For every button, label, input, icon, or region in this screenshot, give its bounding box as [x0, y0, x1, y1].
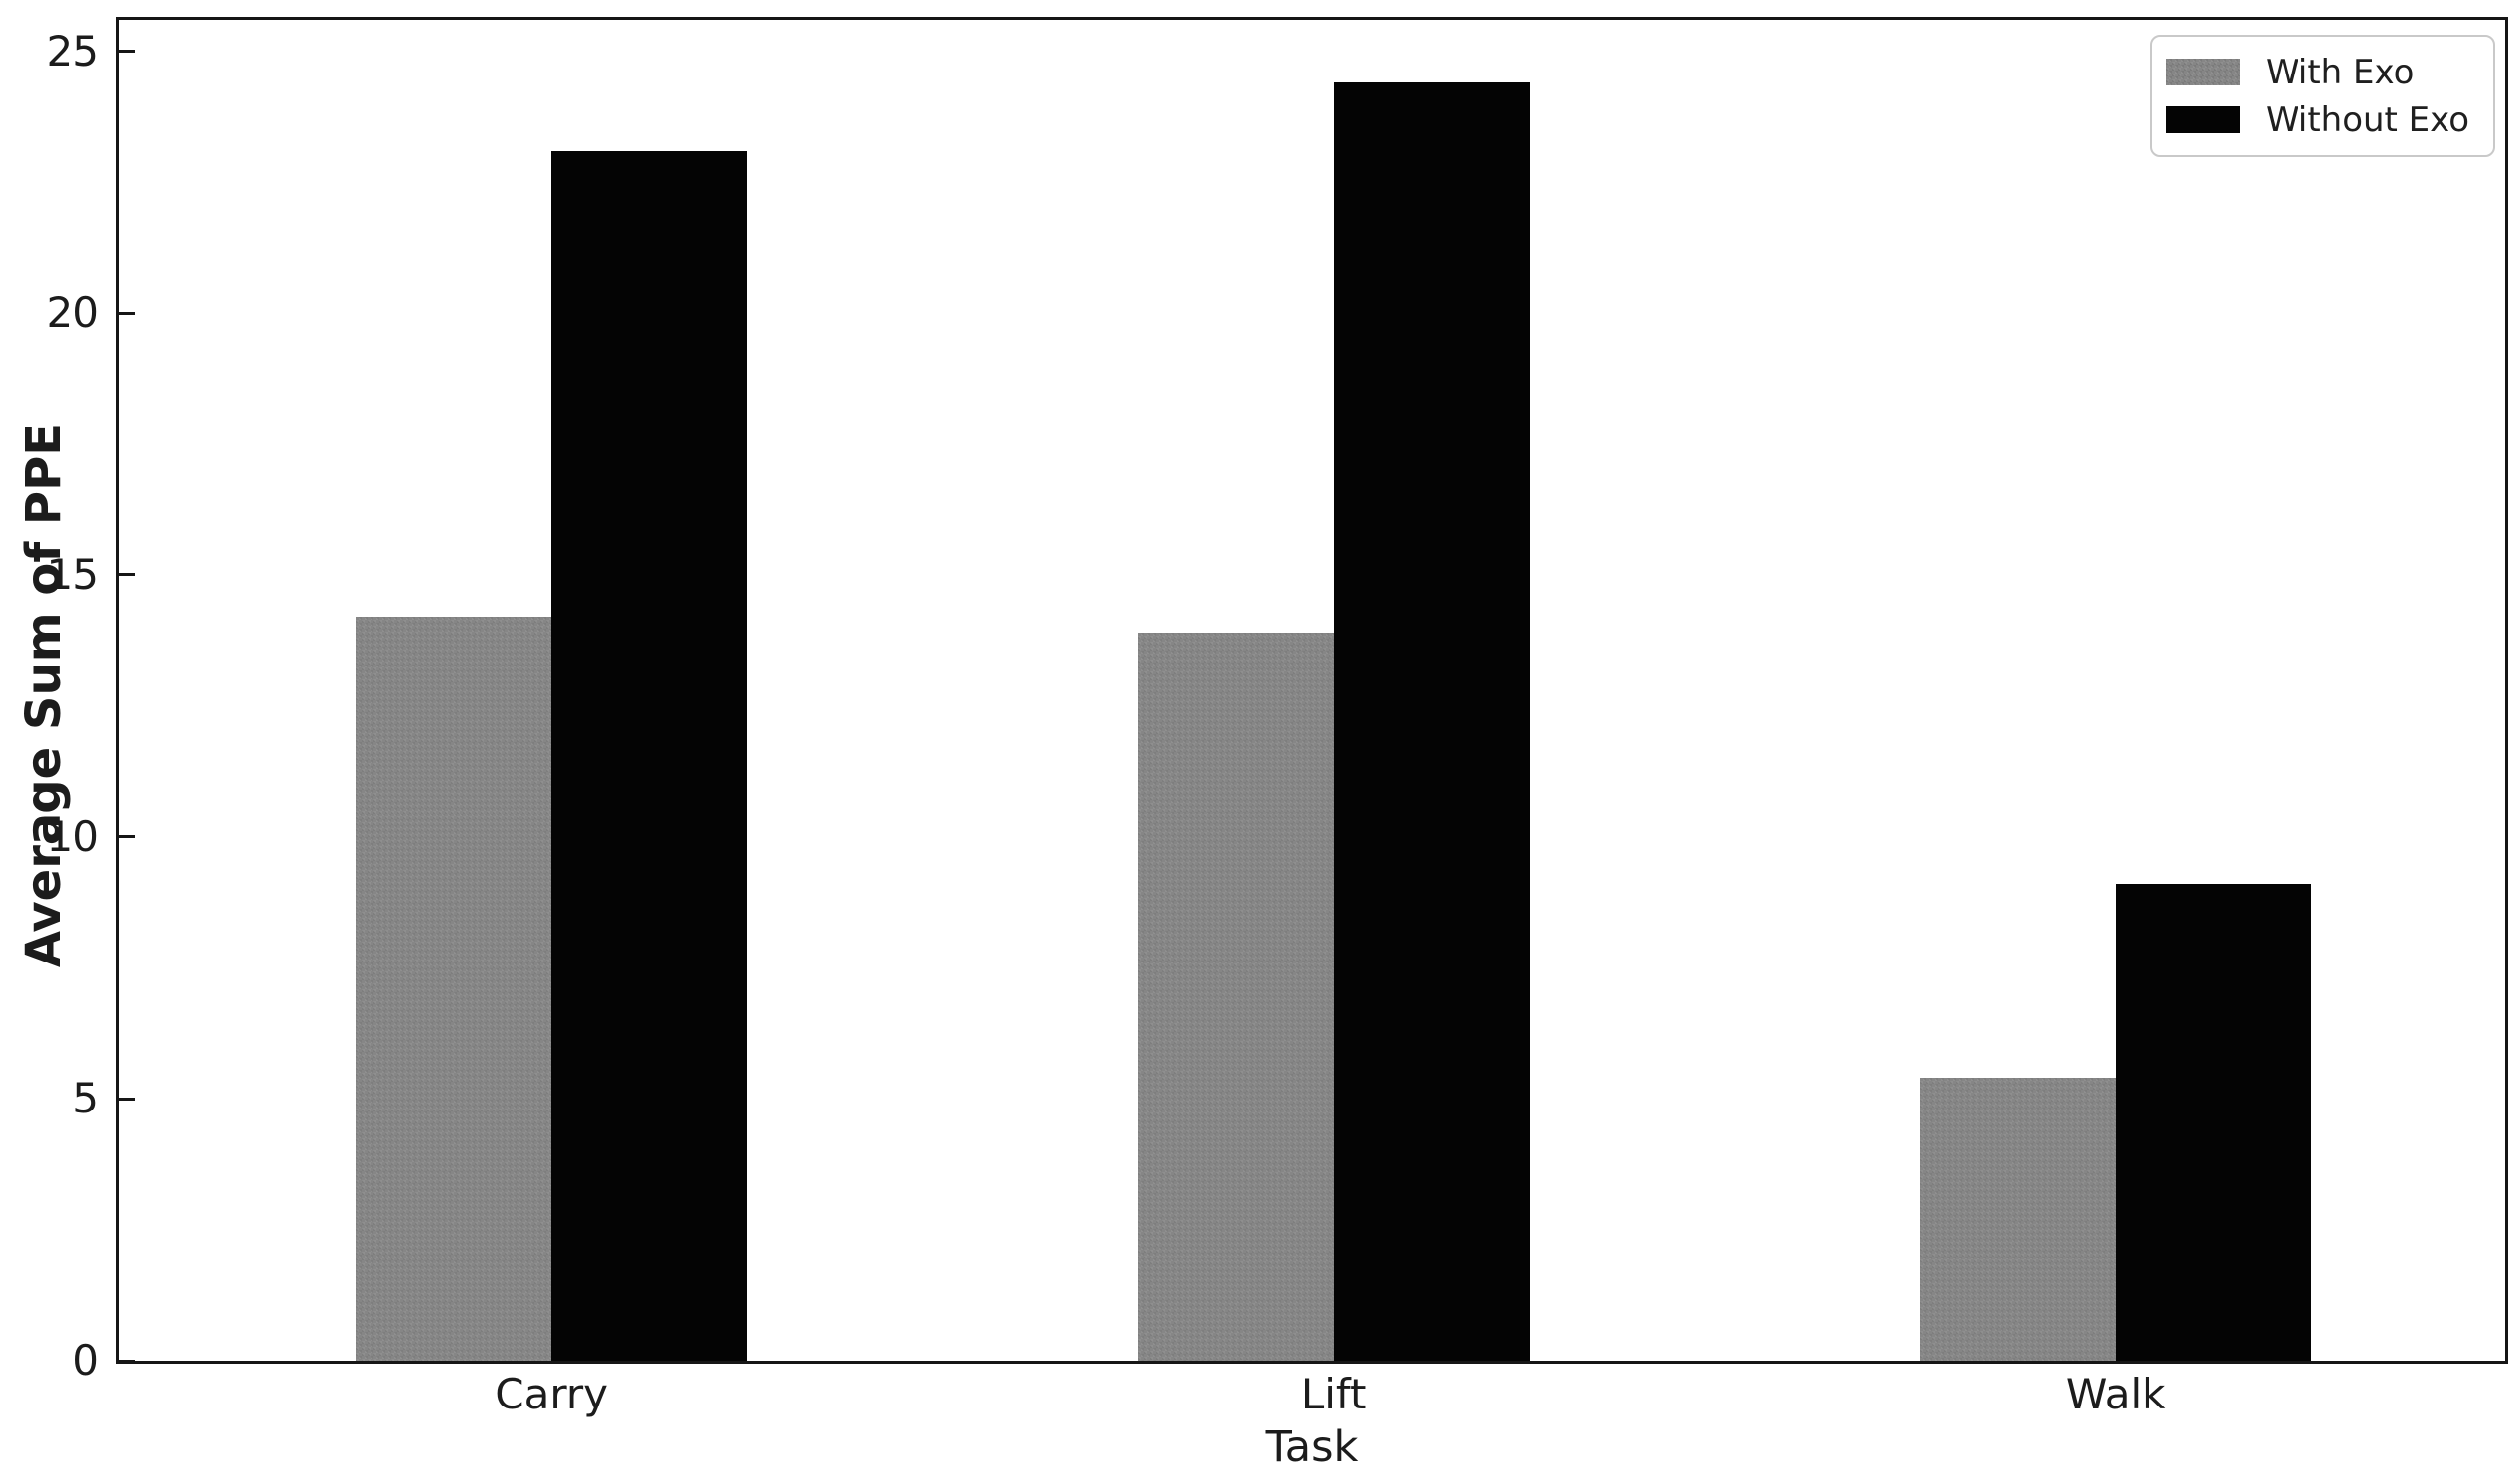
legend-swatch-with-exo	[2166, 59, 2240, 85]
plot-area	[116, 17, 2508, 1364]
y-tick-label-5: 5	[73, 1074, 99, 1123]
bar-walk-with-exo	[1920, 1078, 2117, 1361]
legend-label: With Exo	[2266, 52, 2415, 92]
legend-item-without-exo: Without Exo	[2166, 99, 2479, 140]
bar-lift-with-exo	[1137, 633, 1334, 1361]
bar-carry-with-exo	[356, 617, 552, 1361]
bar-lift-without-exo	[1333, 82, 1530, 1361]
y-tick-20	[119, 311, 135, 315]
bar-walk-without-exo	[2116, 884, 2312, 1361]
x-axis-label: Task	[1265, 1422, 1359, 1472]
y-axis-label: Average Sum of PPE	[16, 422, 72, 968]
legend-label: Without Exo	[2266, 99, 2470, 140]
y-tick-label-25: 25	[46, 26, 99, 75]
y-tick-25	[119, 50, 135, 54]
y-tick-15	[119, 573, 135, 577]
category-label-lift: Lift	[1300, 1370, 1367, 1418]
y-tick-5	[119, 1097, 135, 1101]
legend-swatch-without-exo	[2166, 106, 2240, 133]
y-tick-label-20: 20	[46, 288, 99, 338]
y-tick-0	[119, 1359, 135, 1363]
y-tick-10	[119, 835, 135, 839]
y-tick-label-10: 10	[46, 812, 99, 861]
y-tick-label-0: 0	[73, 1336, 99, 1385]
bar-carry-without-exo	[551, 150, 747, 1361]
legend: With Exo Without Exo	[2150, 35, 2495, 157]
legend-item-with-exo: With Exo	[2166, 52, 2479, 92]
category-label-walk: Walk	[2065, 1370, 2166, 1418]
y-tick-label-15: 15	[46, 549, 99, 599]
category-label-carry: Carry	[495, 1370, 608, 1418]
